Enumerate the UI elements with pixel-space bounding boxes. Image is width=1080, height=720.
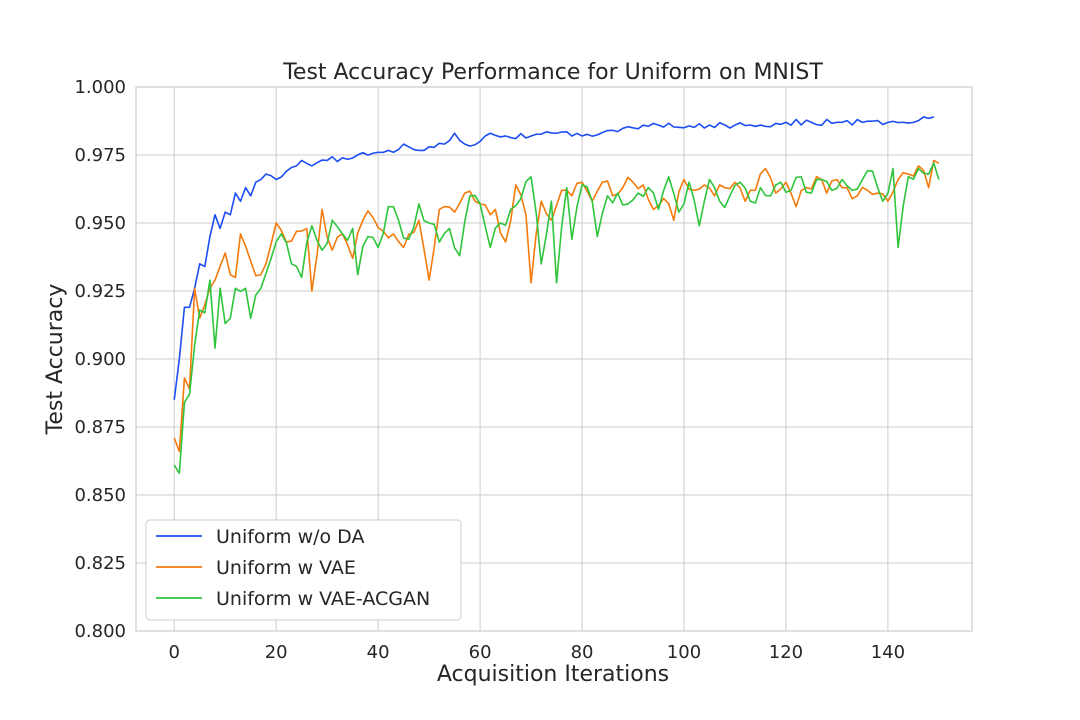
legend: Uniform w/o DA Uniform w VAE Uniform w V… [145,519,462,621]
y-tick-label: 0.900 [74,349,126,370]
chart-title: Test Accuracy Performance for Uniform on… [282,60,823,85]
plot-frame [135,86,973,632]
series-line-uniform-w-o-da [173,116,934,400]
x-tick-label: 60 [469,642,492,663]
y-axis-label: Test Accuracy [43,284,68,436]
y-tick-label: 1.000 [74,77,126,98]
y-tick-label: 0.800 [74,621,126,642]
y-tick-label: 0.925 [74,281,126,302]
x-axis-label: Acquisition Iterations [437,662,669,687]
series-lines [173,116,940,475]
x-tick-label: 0 [169,642,180,663]
y-tick-label: 0.850 [74,485,126,506]
y-tick-label: 0.825 [74,553,126,574]
x-tick-label: 40 [367,642,390,663]
y-tick-label: 0.975 [74,145,126,166]
legend-label-uniform-without-da: Uniform w/o DA [216,526,364,548]
x-tick-label: 80 [571,642,594,663]
legend-label-uniform-vae-acgan: Uniform w VAE-ACGAN [216,588,430,610]
legend-label-uniform-vae: Uniform w VAE [216,557,356,579]
y-tick-label: 0.875 [74,417,126,438]
series-line-uniform-w-vae-acgan [173,162,940,475]
x-tick-label: 140 [871,642,905,663]
x-tick-label: 20 [265,642,288,663]
legend-box [145,519,462,621]
x-tick-label: 100 [667,642,701,663]
tick-labels: 0 20 40 60 80 100 120 140 0.800 0.825 0.850 0.875 0.… [74,77,905,663]
y-tick-label: 0.950 [74,213,126,234]
x-tick-label: 120 [769,642,803,663]
series-line-uniform-w-vae [173,159,940,453]
